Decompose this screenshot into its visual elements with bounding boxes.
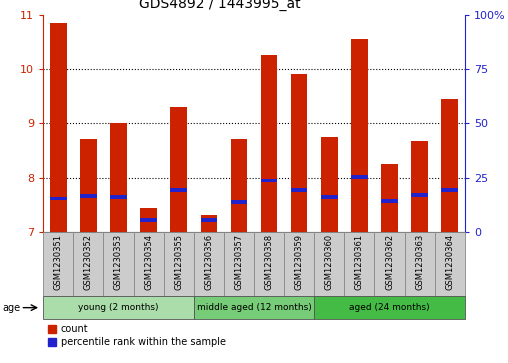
Bar (50, 197, 67, 200)
Bar (351, 39, 368, 232)
Text: GSM1230356: GSM1230356 (204, 234, 213, 290)
Bar (201, 219, 217, 222)
Text: GSM1230358: GSM1230358 (265, 234, 274, 290)
Text: aged (24 months): aged (24 months) (349, 303, 430, 312)
Bar (231, 139, 247, 232)
Bar (194, 296, 314, 319)
Text: middle aged (12 months): middle aged (12 months) (197, 303, 311, 312)
Bar (381, 164, 398, 232)
Text: GSM1230364: GSM1230364 (445, 234, 454, 290)
Bar (441, 99, 458, 232)
Text: GSM1230351: GSM1230351 (54, 234, 63, 290)
Bar (43, 296, 194, 319)
Bar (50, 23, 67, 232)
Bar (170, 188, 187, 192)
Bar (284, 232, 314, 296)
Bar (381, 199, 398, 203)
Title: GDS4892 / 1443995_at: GDS4892 / 1443995_at (140, 0, 301, 11)
Bar (140, 208, 157, 232)
Bar (231, 200, 247, 204)
Bar (104, 232, 134, 296)
Bar (351, 175, 368, 179)
Text: GSM1230354: GSM1230354 (144, 234, 153, 290)
Bar (140, 219, 157, 222)
Bar (261, 55, 277, 232)
Text: GSM1230360: GSM1230360 (325, 234, 334, 290)
Text: GSM1230357: GSM1230357 (234, 234, 243, 290)
Text: GSM1230361: GSM1230361 (355, 234, 364, 290)
Bar (261, 179, 277, 183)
Legend: count, percentile rank within the sample: count, percentile rank within the sample (48, 324, 226, 347)
Bar (73, 232, 104, 296)
Bar (344, 232, 374, 296)
Text: GSM1230363: GSM1230363 (415, 234, 424, 290)
Bar (314, 296, 465, 319)
Bar (321, 137, 338, 232)
Bar (134, 232, 164, 296)
Bar (291, 74, 307, 232)
Text: GSM1230352: GSM1230352 (84, 234, 93, 290)
Bar (441, 188, 458, 192)
Bar (80, 139, 97, 232)
Text: GSM1230362: GSM1230362 (385, 234, 394, 290)
Bar (201, 215, 217, 232)
Bar (110, 123, 127, 232)
Bar (411, 141, 428, 232)
Bar (80, 195, 97, 198)
Text: age: age (3, 303, 21, 313)
Bar (321, 195, 338, 199)
Bar (254, 232, 284, 296)
Text: young (2 months): young (2 months) (78, 303, 158, 312)
Text: GSM1230359: GSM1230359 (295, 234, 304, 290)
Bar (224, 232, 254, 296)
Bar (170, 107, 187, 232)
Bar (374, 232, 404, 296)
Text: GSM1230353: GSM1230353 (114, 234, 123, 290)
Bar (435, 232, 465, 296)
Bar (194, 232, 224, 296)
Bar (164, 232, 194, 296)
Bar (110, 195, 127, 199)
Bar (411, 193, 428, 197)
Bar (314, 232, 344, 296)
Bar (43, 232, 73, 296)
Text: GSM1230355: GSM1230355 (174, 234, 183, 290)
Bar (404, 232, 435, 296)
Bar (291, 188, 307, 192)
